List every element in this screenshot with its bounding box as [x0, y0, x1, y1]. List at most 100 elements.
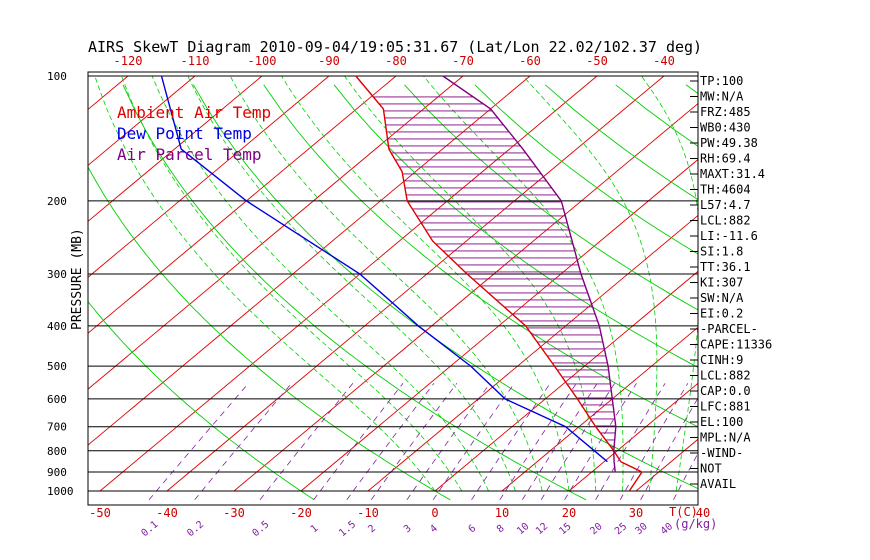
- top-x-tick-label: -120: [114, 54, 143, 68]
- mixing-ratio-label: 0.5: [251, 519, 272, 539]
- bottom-x-tick-label: 40: [696, 506, 710, 520]
- index-label: KI:307: [700, 276, 743, 290]
- bottom-x-tick-label: 10: [495, 506, 509, 520]
- moist-adiabat-line: [344, 75, 597, 492]
- mixing-ratio-line: [194, 383, 292, 501]
- isotherm-line: [99, 75, 598, 492]
- mixing-ratio-label: 1: [309, 523, 321, 535]
- isotherm-line: [88, 75, 531, 446]
- top-x-tick-label: -100: [248, 54, 277, 68]
- moist-adiabat-line: [94, 75, 436, 492]
- mixing-ratio-line: [148, 383, 249, 501]
- index-label: RH:69.4: [700, 152, 751, 166]
- index-label: WB0:430: [700, 121, 751, 135]
- isotherm-line: [233, 102, 698, 492]
- isotherm-line: [88, 75, 330, 278]
- index-label: NOT: [700, 462, 722, 476]
- dry-adiabat-line: [122, 84, 587, 501]
- moist-adiabat-line: [423, 75, 624, 491]
- top-x-tick-label: -40: [653, 54, 675, 68]
- index-label: LCL:882: [700, 214, 751, 228]
- mixing-ratio-line: [564, 383, 637, 501]
- index-label: FRZ:485: [700, 105, 751, 119]
- isotherm-line: [501, 326, 698, 492]
- profile-series: [160, 75, 644, 492]
- index-label: SI:1.8: [700, 245, 743, 259]
- index-label: EL:100: [700, 415, 743, 429]
- mixing-ratio-label: 4: [428, 523, 440, 535]
- index-label: AVAIL: [700, 477, 736, 491]
- mixing-ratio-line: [370, 383, 458, 501]
- index-label: LCL:882: [700, 369, 751, 383]
- dry-adiabat-line: [404, 84, 698, 311]
- index-label: MPL:N/A: [700, 431, 751, 445]
- moist-adiabat-line: [281, 75, 570, 492]
- dry-adiabat-line: [263, 84, 698, 428]
- isotherm-line: [568, 382, 698, 492]
- y-tick-label: 600: [47, 393, 67, 406]
- index-label: MW:N/A: [700, 90, 744, 104]
- index-label: MAXT:31.4: [700, 167, 765, 181]
- index-label: PW:49.38: [700, 136, 758, 150]
- index-label: CAP:0.0: [700, 384, 751, 398]
- top-x-tick-label: -90: [318, 54, 340, 68]
- plot-frame: [87, 71, 699, 506]
- y-tick-label: 400: [47, 320, 67, 333]
- isotherm-line: [770, 76, 870, 491]
- dry-adiabat-line: [333, 84, 698, 368]
- index-label: TT:36.1: [700, 260, 751, 274]
- dew-point-temp-line: [160, 75, 608, 463]
- index-label: CAPE:11336: [700, 338, 772, 352]
- mixing-ratio-label: 12: [534, 521, 550, 537]
- mixing-ratio-label: 40: [659, 521, 675, 537]
- top-x-tick-label: -110: [181, 54, 210, 68]
- y-tick-label: 800: [47, 445, 67, 458]
- isotherm-line: [88, 75, 464, 390]
- top-x-tick-label: -70: [452, 54, 474, 68]
- top-x-tick-label: -80: [385, 54, 407, 68]
- isotherm-line: [300, 158, 698, 492]
- y-axis-label: PRESSURE (MB): [70, 228, 85, 330]
- index-label: L57:4.7: [700, 198, 751, 212]
- mixing-ratio-line: [313, 383, 404, 501]
- mixing-ratio-label: 3: [402, 523, 414, 535]
- mixing-ratio-line: [499, 383, 577, 501]
- bottom-x-tick-label: -20: [290, 506, 312, 520]
- y-tick-label: 300: [47, 268, 67, 281]
- mixing-ratio-line: [406, 383, 491, 501]
- bottom-x-tick-label: -40: [156, 506, 178, 520]
- top-x-tick-label: -50: [586, 54, 608, 68]
- isotherm-line: [88, 75, 263, 222]
- y-tick-label: 500: [47, 360, 67, 373]
- index-label: EI:0.2: [700, 307, 743, 321]
- dry-adiabat-line: [756, 85, 870, 500]
- bottom-x-tick-label: -10: [357, 506, 379, 520]
- moist-adiabat-line: [522, 75, 658, 492]
- index-label: -WIND-: [700, 446, 743, 460]
- mixing-ratio-label: 1.5: [337, 519, 358, 539]
- moist-adiabat-line: [187, 75, 516, 492]
- bottom-x-tick-label: 0: [431, 506, 438, 520]
- isotherm-line: [837, 76, 870, 491]
- index-label: SW:N/A: [700, 291, 744, 305]
- mixing-ratio-label: 2: [366, 523, 378, 535]
- index-label: CINH:9: [700, 353, 743, 367]
- isotherm-line: [166, 75, 665, 492]
- y-tick-label: 700: [47, 421, 67, 434]
- bottom-x-tick-label: 30: [629, 506, 643, 520]
- legend: Ambient Air Temp Dew Point Temp Air Parc…: [117, 103, 271, 164]
- bottom-x-tick-label: -30: [223, 506, 245, 520]
- dry-adiabat-line: [827, 85, 870, 500]
- mixing-ratio-label: 0.1: [140, 519, 161, 539]
- index-label: TP:100: [700, 74, 743, 88]
- index-label: TH:4604: [700, 183, 751, 197]
- mixing-ratio-label: 0.2: [185, 519, 206, 539]
- moist-adiabat-line: [641, 75, 698, 492]
- index-label: -PARCEL-: [700, 322, 758, 336]
- mixing-ratio-label: 6: [467, 523, 479, 535]
- mixing-ratio-unit: (g/kg): [674, 517, 717, 531]
- y-tick-label: 900: [47, 466, 67, 479]
- dry-adiabat-line: [193, 84, 698, 490]
- skewt-grid: [88, 75, 870, 501]
